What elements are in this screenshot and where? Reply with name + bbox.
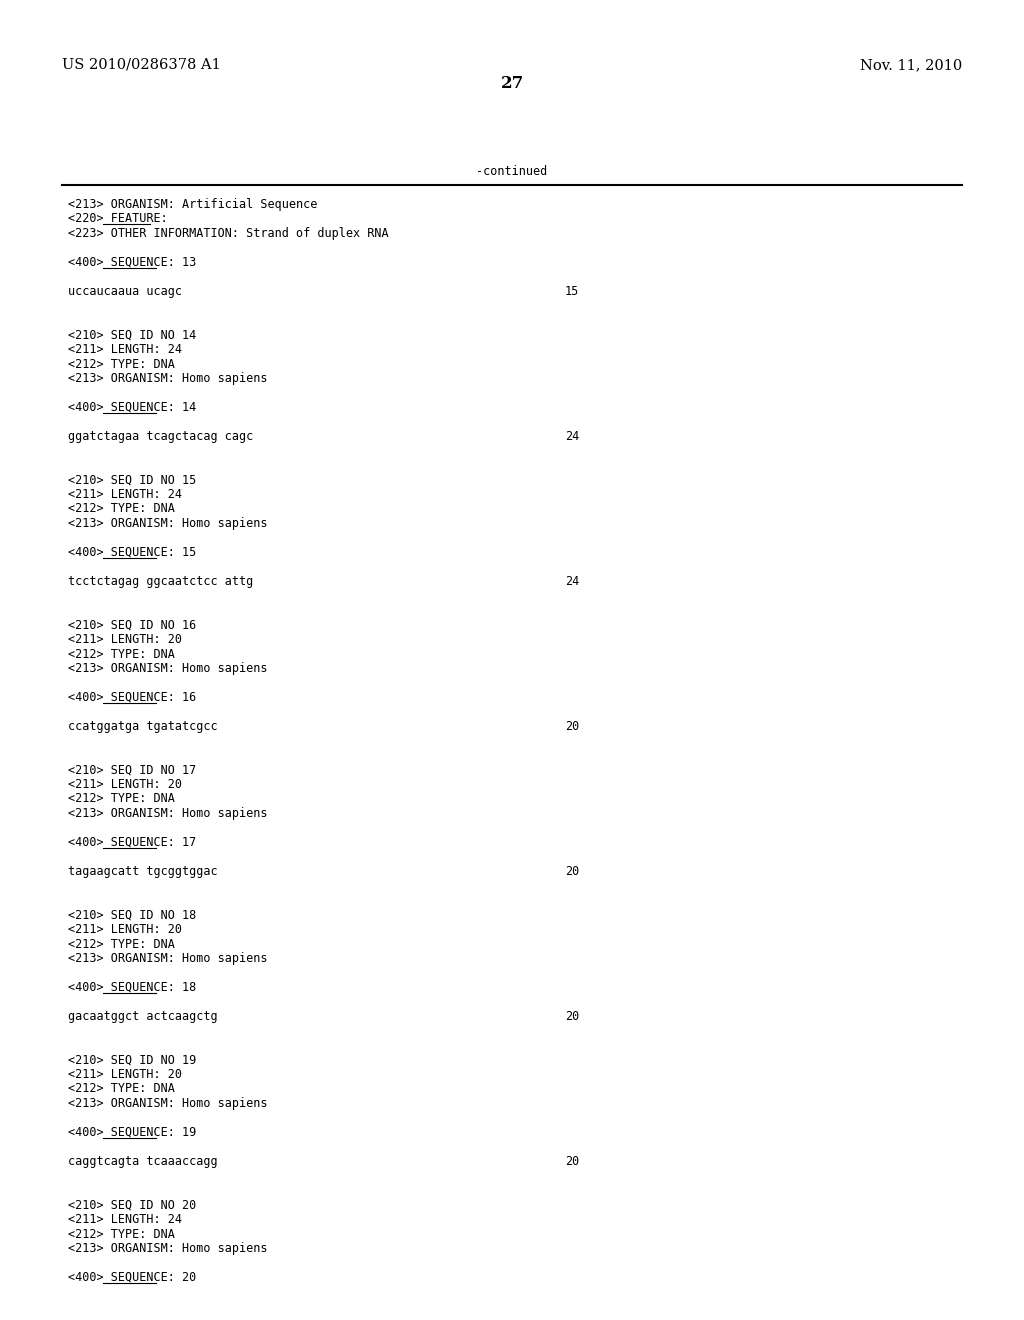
Text: <400> SEQUENCE: 14: <400> SEQUENCE: 14 <box>68 401 197 414</box>
Text: <220> FEATURE:: <220> FEATURE: <box>68 213 168 226</box>
Text: <210> SEQ ID NO 18: <210> SEQ ID NO 18 <box>68 908 197 921</box>
Text: <212> TYPE: DNA: <212> TYPE: DNA <box>68 358 175 371</box>
Text: <210> SEQ ID NO 14: <210> SEQ ID NO 14 <box>68 329 197 342</box>
Text: <211> LENGTH: 24: <211> LENGTH: 24 <box>68 343 182 356</box>
Text: <211> LENGTH: 24: <211> LENGTH: 24 <box>68 488 182 502</box>
Text: <210> SEQ ID NO 19: <210> SEQ ID NO 19 <box>68 1053 197 1067</box>
Text: <400> SEQUENCE: 18: <400> SEQUENCE: 18 <box>68 981 197 994</box>
Text: <210> SEQ ID NO 20: <210> SEQ ID NO 20 <box>68 1199 197 1212</box>
Text: <400> SEQUENCE: 15: <400> SEQUENCE: 15 <box>68 546 197 558</box>
Text: <213> ORGANISM: Homo sapiens: <213> ORGANISM: Homo sapiens <box>68 952 267 965</box>
Text: <223> OTHER INFORMATION: Strand of duplex RNA: <223> OTHER INFORMATION: Strand of duple… <box>68 227 389 240</box>
Text: <212> TYPE: DNA: <212> TYPE: DNA <box>68 1228 175 1241</box>
Text: <213> ORGANISM: Homo sapiens: <213> ORGANISM: Homo sapiens <box>68 663 267 675</box>
Text: 27: 27 <box>501 75 523 92</box>
Text: <212> TYPE: DNA: <212> TYPE: DNA <box>68 1082 175 1096</box>
Text: Nov. 11, 2010: Nov. 11, 2010 <box>860 58 962 73</box>
Text: 15: 15 <box>565 285 580 298</box>
Text: tcctctagag ggcaatctcc attg: tcctctagag ggcaatctcc attg <box>68 576 253 587</box>
Text: <211> LENGTH: 20: <211> LENGTH: 20 <box>68 634 182 645</box>
Text: <213> ORGANISM: Homo sapiens: <213> ORGANISM: Homo sapiens <box>68 807 267 820</box>
Text: tagaagcatt tgcggtggac: tagaagcatt tgcggtggac <box>68 865 218 878</box>
Text: gacaatggct actcaagctg: gacaatggct actcaagctg <box>68 1010 218 1023</box>
Text: <211> LENGTH: 20: <211> LENGTH: 20 <box>68 1068 182 1081</box>
Text: <210> SEQ ID NO 16: <210> SEQ ID NO 16 <box>68 619 197 631</box>
Text: 20: 20 <box>565 1155 580 1168</box>
Text: <210> SEQ ID NO 15: <210> SEQ ID NO 15 <box>68 474 197 487</box>
Text: <213> ORGANISM: Artificial Sequence: <213> ORGANISM: Artificial Sequence <box>68 198 317 211</box>
Text: <211> LENGTH: 20: <211> LENGTH: 20 <box>68 923 182 936</box>
Text: <400> SEQUENCE: 17: <400> SEQUENCE: 17 <box>68 836 197 849</box>
Text: <400> SEQUENCE: 16: <400> SEQUENCE: 16 <box>68 690 197 704</box>
Text: <212> TYPE: DNA: <212> TYPE: DNA <box>68 937 175 950</box>
Text: <213> ORGANISM: Homo sapiens: <213> ORGANISM: Homo sapiens <box>68 372 267 385</box>
Text: US 2010/0286378 A1: US 2010/0286378 A1 <box>62 58 221 73</box>
Text: <211> LENGTH: 24: <211> LENGTH: 24 <box>68 1213 182 1226</box>
Text: <212> TYPE: DNA: <212> TYPE: DNA <box>68 648 175 660</box>
Text: <400> SEQUENCE: 19: <400> SEQUENCE: 19 <box>68 1126 197 1139</box>
Text: <400> SEQUENCE: 13: <400> SEQUENCE: 13 <box>68 256 197 269</box>
Text: <213> ORGANISM: Homo sapiens: <213> ORGANISM: Homo sapiens <box>68 1097 267 1110</box>
Text: <211> LENGTH: 20: <211> LENGTH: 20 <box>68 777 182 791</box>
Text: ggatctagaa tcagctacag cagc: ggatctagaa tcagctacag cagc <box>68 430 253 444</box>
Text: <400> SEQUENCE: 20: <400> SEQUENCE: 20 <box>68 1271 197 1284</box>
Text: 20: 20 <box>565 865 580 878</box>
Text: 20: 20 <box>565 719 580 733</box>
Text: <213> ORGANISM: Homo sapiens: <213> ORGANISM: Homo sapiens <box>68 1242 267 1255</box>
Text: 24: 24 <box>565 430 580 444</box>
Text: 24: 24 <box>565 576 580 587</box>
Text: uccaucaaua ucagc: uccaucaaua ucagc <box>68 285 182 298</box>
Text: <210> SEQ ID NO 17: <210> SEQ ID NO 17 <box>68 763 197 776</box>
Text: 20: 20 <box>565 1010 580 1023</box>
Text: ccatggatga tgatatcgcc: ccatggatga tgatatcgcc <box>68 719 218 733</box>
Text: <213> ORGANISM: Homo sapiens: <213> ORGANISM: Homo sapiens <box>68 517 267 531</box>
Text: caggtcagta tcaaaccagg: caggtcagta tcaaaccagg <box>68 1155 218 1168</box>
Text: <212> TYPE: DNA: <212> TYPE: DNA <box>68 503 175 516</box>
Text: <212> TYPE: DNA: <212> TYPE: DNA <box>68 792 175 805</box>
Text: -continued: -continued <box>476 165 548 178</box>
